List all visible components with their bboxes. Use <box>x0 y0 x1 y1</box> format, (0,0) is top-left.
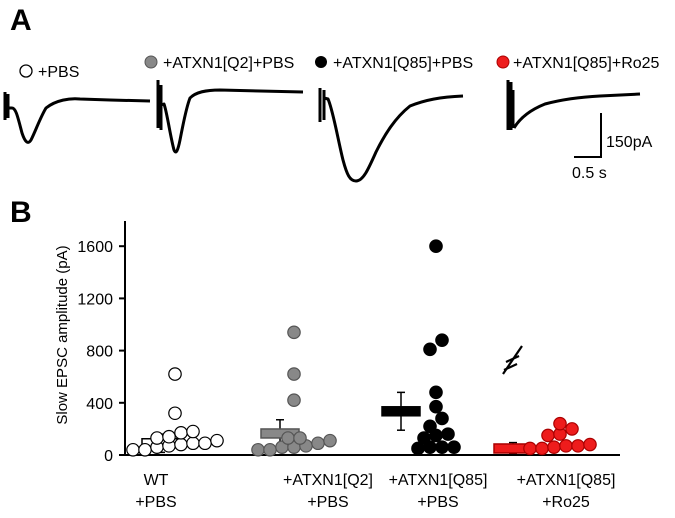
category-label-line1: WT <box>144 472 169 489</box>
data-point <box>162 429 176 444</box>
y-axis-label: Slow EPSC amplitude (pA) <box>54 245 71 424</box>
category-label-line1: +ATXN1[Q2] <box>283 472 373 489</box>
data-point <box>429 399 443 414</box>
data-point <box>198 436 212 451</box>
data-point <box>168 367 182 381</box>
legend-label-ro25: +ATXN1[Q85]+Ro25 <box>513 55 660 72</box>
break-hash-1 <box>505 355 520 363</box>
groups: WT+PBS+ATXN1[Q2]+PBS+ATXN1[Q85]+PBS+ATXN… <box>126 239 616 511</box>
data-point <box>429 239 443 253</box>
trace-q85 <box>318 88 464 183</box>
y-ticks: 0 400 800 1200 1600 <box>77 239 125 465</box>
data-point <box>435 411 449 426</box>
legend-marker-ro25 <box>496 55 510 69</box>
trace-pbs <box>3 92 151 144</box>
data-point <box>541 428 555 443</box>
category-label-line1: +ATXN1[Q85] <box>389 472 488 489</box>
data-point <box>287 325 301 340</box>
data-point <box>186 424 200 439</box>
chart-b: 0 400 800 1200 1600 Slow EPSC amplitude (pA)… <box>54 221 620 511</box>
data-point <box>251 442 265 457</box>
data-point <box>423 342 437 357</box>
y-tick-label: 0 <box>104 448 113 465</box>
category-label-line2: +PBS <box>307 494 348 511</box>
data-point <box>565 422 579 436</box>
data-point <box>447 440 461 454</box>
data-point <box>535 441 549 456</box>
mean-bar <box>381 406 421 417</box>
data-point <box>126 442 140 457</box>
data-point <box>168 406 182 421</box>
category-label-line1: +ATXN1[Q85] <box>517 472 616 489</box>
category-label-line2: +PBS <box>135 494 176 511</box>
group-1: WT +PBS <box>126 367 224 511</box>
data-point <box>435 333 449 347</box>
data-point <box>583 437 597 452</box>
data-point <box>523 441 537 456</box>
scale-x-label: 0.5 s <box>572 165 607 182</box>
data-point <box>311 436 325 451</box>
category-label-line2: +PBS <box>417 494 458 511</box>
legend-label-q85: +ATXN1[Q85]+PBS <box>333 55 473 72</box>
data-point <box>423 419 437 434</box>
group-4: +ATXN1[Q85] +Ro25 <box>493 416 616 511</box>
data-point <box>138 442 152 457</box>
trace-ro25 <box>506 80 641 130</box>
legend-marker-q85 <box>315 56 327 68</box>
category-label-line2: +Ro25 <box>542 494 590 511</box>
data-point <box>263 442 277 457</box>
legend-label-q2: +ATXN1[Q2]+PBS <box>163 55 294 72</box>
group-3: +ATXN1[Q85] +PBS <box>381 239 488 511</box>
legend-a: +PBS +ATXN1[Q2]+PBS +ATXN1[Q85]+PBS +ATX… <box>19 55 660 81</box>
legend-marker-pbs <box>19 64 33 78</box>
data-point <box>553 416 567 431</box>
data-point <box>435 440 449 454</box>
data-point <box>571 439 585 453</box>
scale-bar-lines <box>574 113 602 158</box>
legend-label-pbs: +PBS <box>38 64 79 81</box>
data-point <box>281 431 295 445</box>
data-point <box>323 433 337 448</box>
data-point <box>429 385 443 400</box>
data-point <box>293 431 307 445</box>
break-hash-2 <box>503 363 518 371</box>
data-point <box>186 436 200 451</box>
panel-a-label: A <box>10 4 32 37</box>
y-tick-label: 1200 <box>77 291 113 308</box>
data-point <box>417 431 431 445</box>
data-point <box>547 440 561 454</box>
data-point <box>287 367 301 381</box>
data-point <box>559 439 573 453</box>
data-point <box>441 427 455 441</box>
panel-b-label: B <box>10 196 32 229</box>
data-point <box>174 426 188 440</box>
group-2: +ATXN1[Q2] +PBS <box>251 325 373 511</box>
traces <box>3 80 641 183</box>
data-point <box>174 437 188 452</box>
trace-q2 <box>156 80 304 154</box>
data-point <box>150 431 164 445</box>
legend-marker-q2 <box>144 55 158 69</box>
scale-y-label: 150pA <box>606 134 653 151</box>
data-point <box>210 433 224 448</box>
y-tick-label: 400 <box>86 396 113 413</box>
data-point <box>287 393 301 407</box>
axis-break-mark <box>502 345 523 375</box>
y-tick-label: 1600 <box>77 239 113 256</box>
y-tick-label: 800 <box>86 344 113 361</box>
scale-bar: 150pA 0.5 s <box>572 113 653 182</box>
